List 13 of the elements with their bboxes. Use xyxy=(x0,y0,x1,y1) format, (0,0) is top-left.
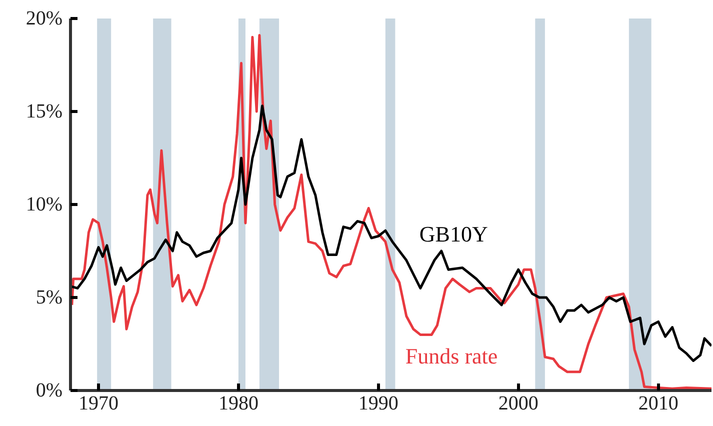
x-tick-label: 2000 xyxy=(498,392,538,414)
line-series xyxy=(70,104,712,362)
y-tick-label: 20% xyxy=(26,8,63,30)
y-tick-label: 5% xyxy=(36,286,63,308)
x-tick-label: 1980 xyxy=(218,392,258,414)
x-tick-label: 1970 xyxy=(78,392,118,414)
y-tick-label: 0% xyxy=(36,380,63,402)
y-tick-label: 10% xyxy=(26,194,63,216)
series-label: Funds rate xyxy=(405,344,498,369)
x-tick-label: 1990 xyxy=(358,392,398,414)
x-tick-label: 2010 xyxy=(638,392,678,414)
y-tick-label: 15% xyxy=(26,100,63,122)
series-label: GB10Y xyxy=(419,221,488,246)
